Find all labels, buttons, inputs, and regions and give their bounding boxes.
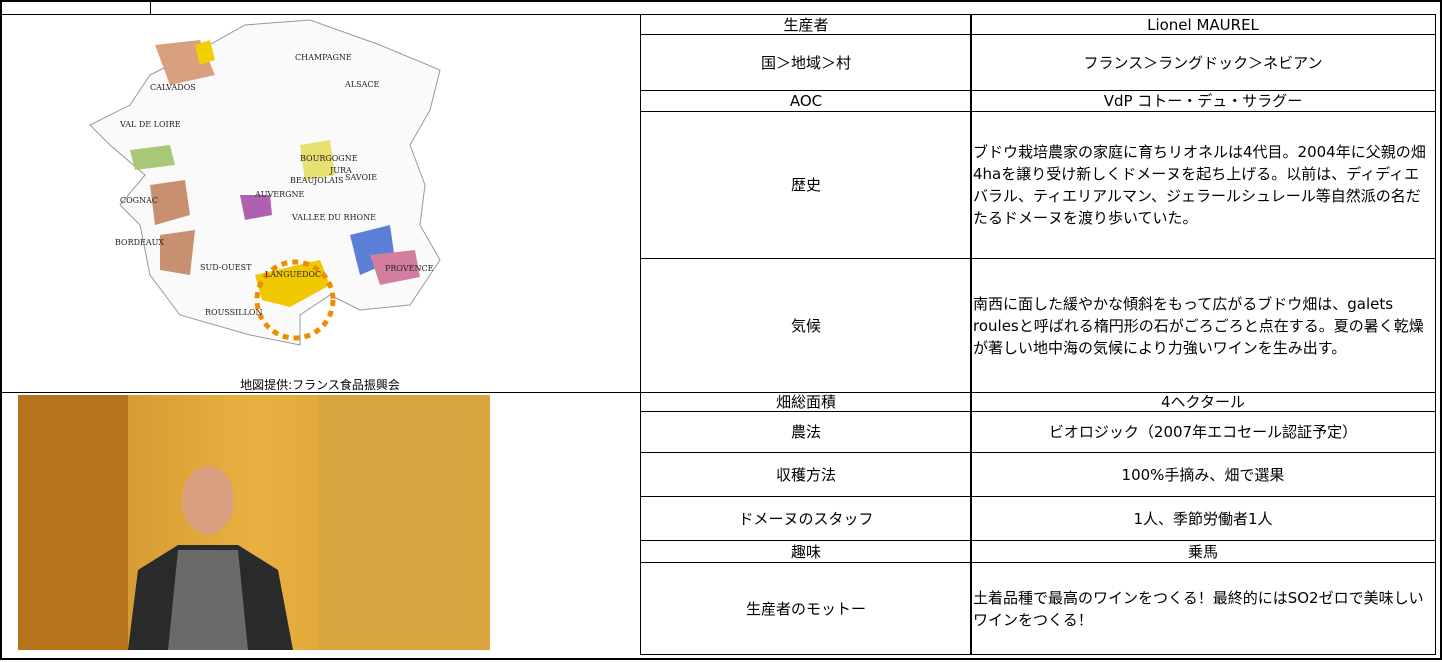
value-cell: 土着品種で最高のワインをつくる！最終的にはSO2ゼロで美味しいワインをつくる！ [970,562,1436,655]
cell-divider [0,14,641,15]
tank [18,395,128,650]
map-label: BOURGOGNE [300,154,358,163]
value-cell: Lionel MAUREL [970,14,1436,35]
label-cell: 国＞地域＞村 [640,34,972,91]
map-label: VALLEE DU RHONE [291,213,376,222]
value-cell: 4ヘクタール [970,392,1436,412]
label-cell: 収穫方法 [640,452,972,497]
label-cell: 気候 [640,258,972,393]
value-cell: ビオロジック（2007年エコセール認証予定） [970,411,1436,453]
map-caption: 地図提供:フランス食品振興会 [240,378,400,392]
label-cell: 生産者のモットー [640,562,972,655]
map-label: BORDEAUX [115,238,164,247]
map-label: JURA [329,166,352,175]
producer-photo [18,395,490,650]
region [160,230,195,275]
map-label: COGNAC [120,196,158,205]
map-label: LANGUEDOC [265,270,321,279]
value-cell: 南西に面した緩やかな傾斜をもって広がるブドウ畑は、galets roulesと呼… [970,258,1436,393]
value-cell: VdP コトー・デュ・サラグー [970,90,1436,112]
label-cell: 生産者 [640,14,972,35]
region [255,260,330,307]
region [195,40,215,65]
map-label: SUD-OUEST [200,263,252,272]
highlight-circle [254,259,336,341]
label-cell: 農法 [640,411,972,453]
region [240,195,272,220]
map-label: PROVENCE [385,264,434,273]
map-label: ROUSSILLON [205,308,263,317]
label-cell: 歴史 [640,111,972,259]
map-label: CALVADOS [150,83,196,92]
map-label: CHAMPAGNE [295,53,352,62]
label-cell: 畑総面積 [640,392,972,412]
value-cell: 1人、季節労働者1人 [970,496,1436,541]
map-label: BEAUJOLAIS [290,176,344,185]
cell-divider [150,0,151,14]
value-cell: フランス＞ラングドック＞ネビアン [970,34,1436,91]
map-label: SAVOIE [345,173,377,182]
label-cell: AOC [640,90,972,112]
region [130,145,175,170]
value-cell: 乗馬 [970,540,1436,563]
region [300,140,335,180]
value-cell: ブドウ栽培農家の家庭に育ちリオネルは4代目。2004年に父親の畑4haを譲り受け… [970,111,1436,259]
label-cell: 趣味 [640,540,972,563]
cell-divider [0,392,641,393]
label-cell: ドメーヌのスタッフ [640,496,972,541]
region [370,250,420,285]
region [150,180,190,225]
sweater [168,550,248,650]
value-cell: 100%手摘み、畑で選果 [970,452,1436,497]
france-map: CHAMPAGNE CALVADOS ALSACE VAL DE LOIRE BOURG… [89,19,441,346]
face [182,466,234,534]
tank [318,395,490,650]
map-label: VAL DE LOIRE [119,120,181,129]
map-label: AUVERGNE [254,190,305,199]
map-label: ALSACE [344,80,379,89]
